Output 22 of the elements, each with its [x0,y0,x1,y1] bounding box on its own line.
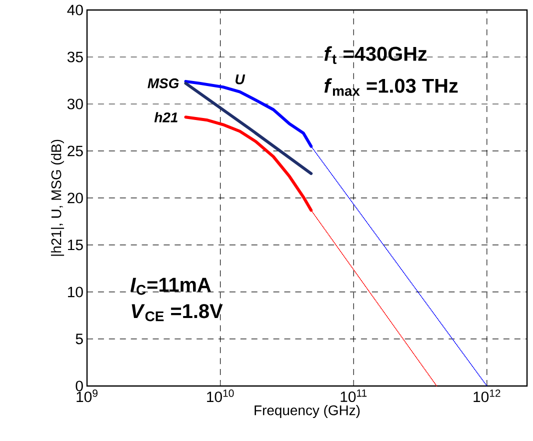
x-tick-label: 10$^{9}$ [76,390,98,402]
series-label: U [236,74,246,84]
y-tick-label: 0 [76,380,83,392]
x-tick-label: 10$^{10}$ [207,390,234,402]
y-tick-label: 35 [67,52,83,62]
x-tick-label: 10$^{11}$ [340,390,367,402]
series-label: h21 [154,112,178,122]
annotation: V$_{CE}$ =1.8V [132,304,223,322]
y-tick-label: 20 [68,192,83,204]
y-tick-label: 5 [76,334,83,344]
annotation: f$_{t}$ =430GHz [324,46,427,64]
x-tick-label: 10$^{12}$ [474,390,500,402]
y-tick-label: 15 [68,240,83,250]
series-label: MSG [148,78,179,88]
y-tick-label: 30 [67,98,83,110]
y-tick-label: 25 [68,146,83,156]
y-tick-label: 40 [67,4,83,16]
annotation: I$_{C}$=11mA [130,278,211,295]
y-axis-title: |h21|, U, MSG (dB) [50,140,64,256]
x-axis-title: Frequency (GHz) [254,405,360,418]
y-tick-label: 10 [68,286,83,298]
annotation: f$_{max}$ =1.03 THz [324,78,458,96]
